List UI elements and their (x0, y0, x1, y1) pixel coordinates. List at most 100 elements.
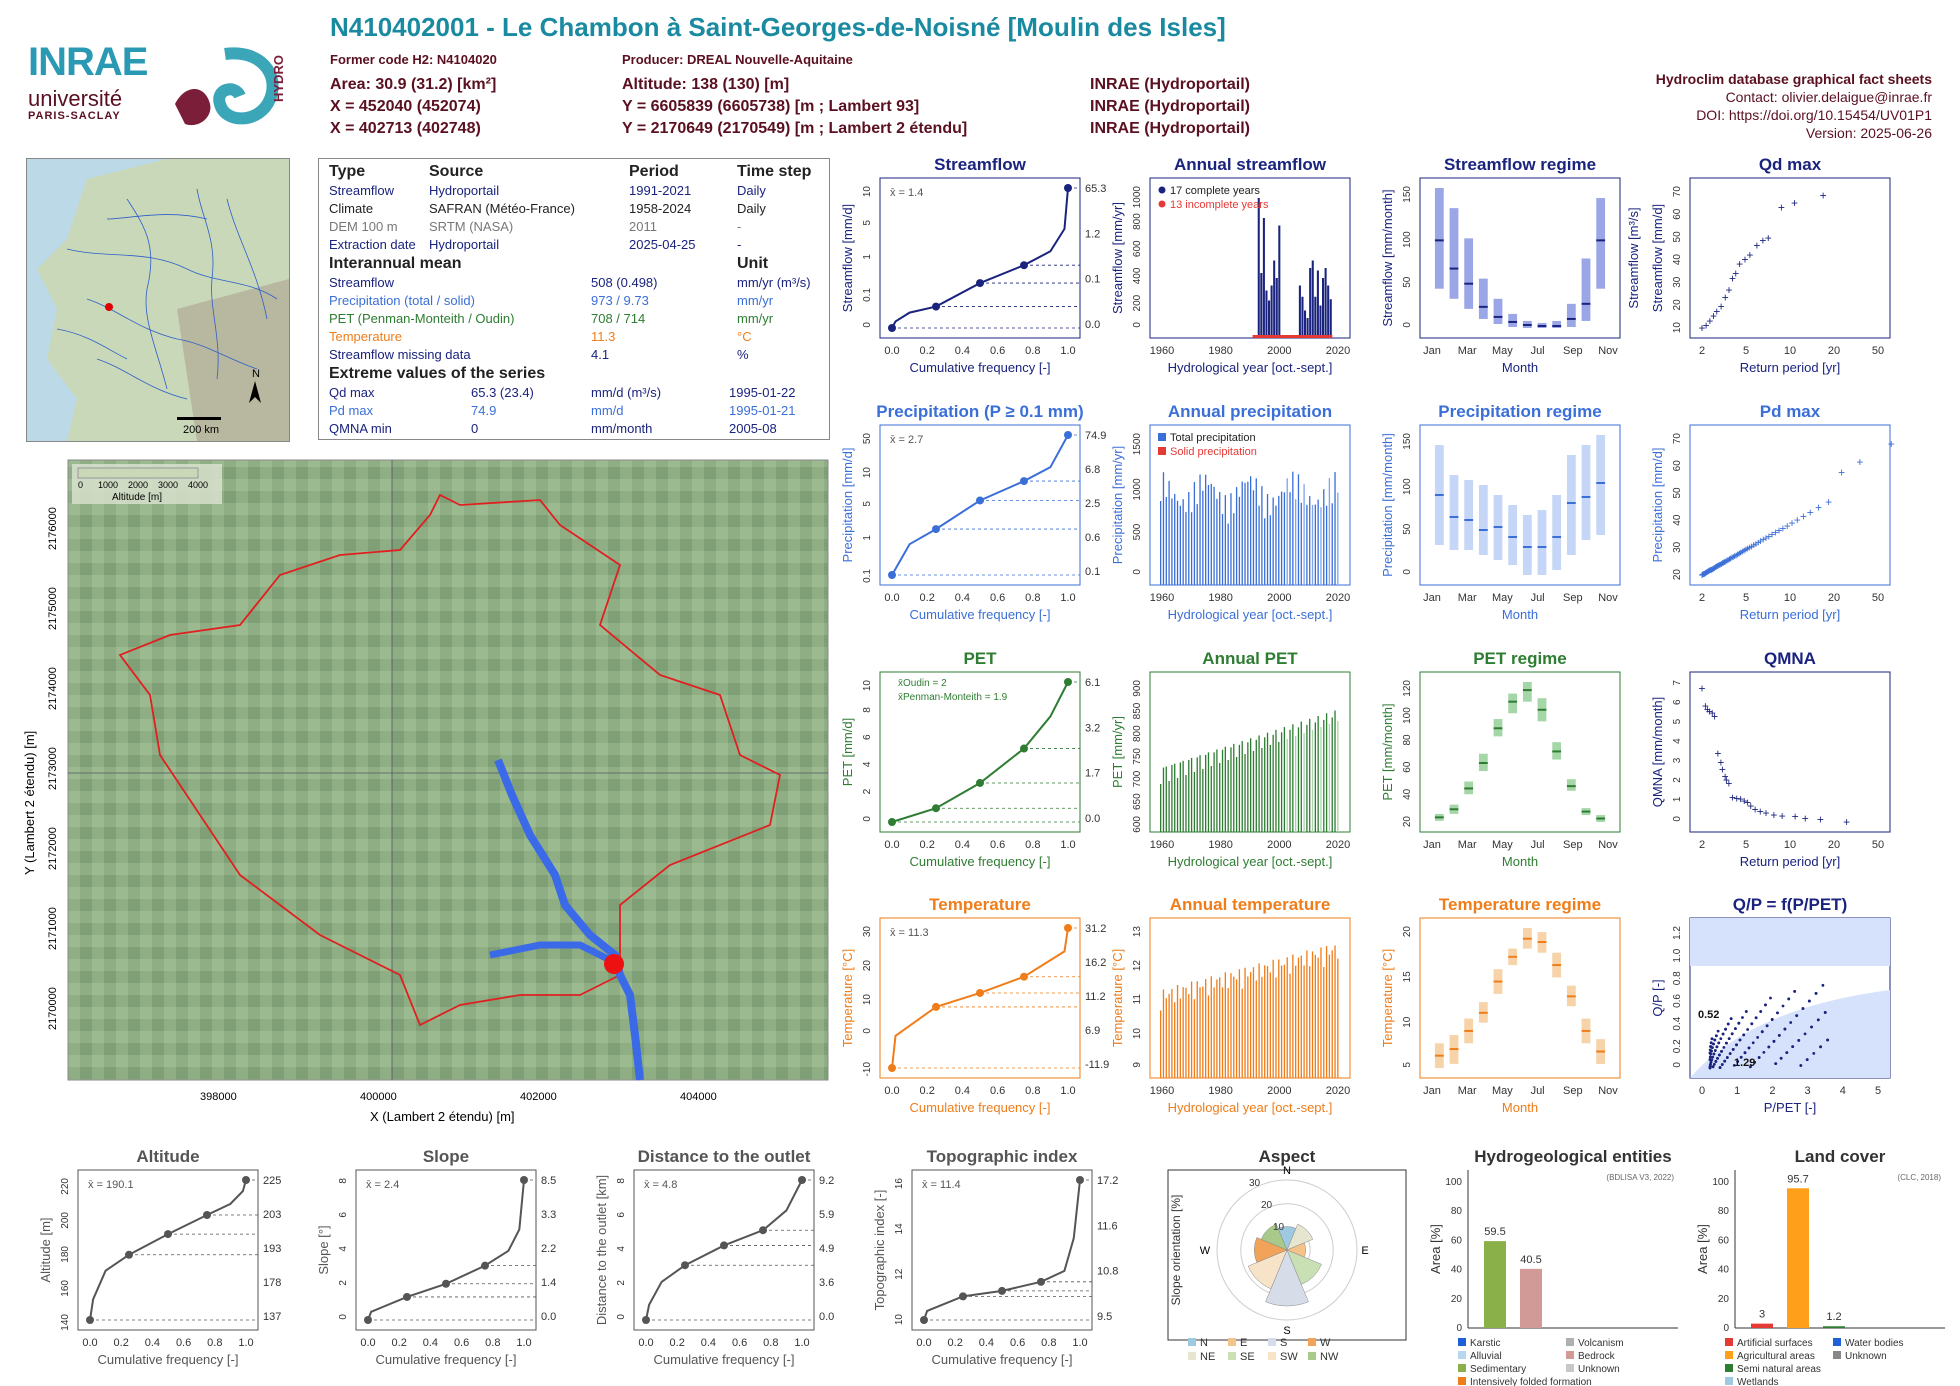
x-axis-label: Cumulative frequency [-] (98, 1352, 239, 1367)
point: + (1769, 528, 1776, 542)
point (1718, 1066, 1722, 1069)
incomplete-years-marker (1252, 335, 1333, 338)
point: + (1765, 231, 1772, 245)
y-tick-label: 100 (1402, 478, 1413, 495)
point (1720, 1063, 1724, 1066)
x-axis-label: Cumulative frequency [-] (910, 360, 1051, 375)
point (1736, 1060, 1740, 1063)
quantile-marker (932, 302, 940, 311)
point: + (1704, 565, 1711, 579)
bar (1327, 285, 1330, 338)
point (1789, 1021, 1793, 1024)
point (1741, 1016, 1744, 1019)
chart-pet_regime: PET regime Month PET [mm/month] Jan Mar May Ju… (1380, 649, 1621, 869)
plot-area (1689, 177, 1891, 339)
point: + (1702, 699, 1709, 713)
point: + (1726, 552, 1733, 566)
point: + (1727, 551, 1734, 565)
y-tick-label: 2 (338, 1280, 349, 1286)
chart-title: Precipitation regime (1438, 402, 1601, 421)
point (1708, 1051, 1712, 1055)
chart-pet_fdc: PET Cumulative frequency [-] PET [mm/d] 0.0… (840, 649, 1100, 869)
legend-swatch (1566, 1364, 1574, 1372)
x-tick-label: 0.8 (1025, 839, 1040, 851)
bar (1328, 724, 1331, 832)
quantile-value-label: 0.0 (819, 1311, 834, 1323)
annot-label: 1.29 (1734, 1057, 1755, 1069)
river-main (494, 758, 644, 1081)
point (1797, 1038, 1801, 1042)
bar (1250, 972, 1252, 1078)
y-tick-label: 12 (1132, 960, 1143, 972)
y-tick-label: 9 (1132, 1062, 1143, 1068)
table-row: DEM 100 m SRTM (NASA) 2011- (329, 219, 742, 234)
quantile-marker (1037, 1277, 1045, 1286)
point: + (1723, 554, 1730, 568)
hydro-logo: HYDRO (175, 47, 286, 126)
bar (1292, 471, 1294, 585)
point: + (1750, 538, 1757, 552)
point (1814, 991, 1818, 995)
quantile-value-label: 2.2 (541, 1243, 556, 1255)
svg-text:2171000: 2171000 (47, 907, 59, 950)
legend-entry: NE (1200, 1351, 1215, 1363)
y-axis-label: PET [mm/yr] (1110, 716, 1125, 788)
legend-entry: NW (1320, 1351, 1339, 1363)
area: Area: 30.9 (31.2) [km²] (330, 76, 497, 93)
y-tick-label: 120 (1402, 680, 1413, 697)
x-tick-label: 0.0 (884, 592, 899, 604)
y-tick-label: 5 (1672, 718, 1683, 724)
producer: Producer: DREAL Nouvelle-Aquitaine (622, 52, 853, 67)
bar (1221, 749, 1224, 832)
y-tick-label: 70 (1672, 433, 1683, 445)
legend-swatch (1308, 1352, 1316, 1360)
point: + (1752, 537, 1759, 551)
point (1739, 1055, 1743, 1059)
bar (1286, 957, 1288, 1078)
table-row: QMNA min 0 mm/month 2005-08 (329, 421, 777, 436)
quantile-marker (932, 525, 940, 534)
box (1522, 515, 1532, 575)
mean-label: x̄ = 11.4 (922, 1179, 961, 1191)
bar (1238, 744, 1241, 832)
bar (1165, 766, 1167, 832)
chart-title: Qd max (1759, 155, 1822, 174)
y-tick-label: 4 (1672, 738, 1683, 744)
x-axis-label: Return period [yr] (1740, 360, 1840, 375)
svg-text:2173000: 2173000 (47, 747, 59, 790)
bar (1160, 784, 1162, 832)
bar (1269, 972, 1271, 1078)
chart-qd_max: Qd max Return period [yr] Streamflow [mm/d… (1650, 155, 1891, 375)
quantile-value-label: 1.7 (1085, 768, 1100, 780)
point (1738, 1038, 1742, 1042)
chart-title: Annual PET (1202, 649, 1298, 668)
mean-label: x̄ = 190.1 (88, 1179, 134, 1191)
mean-label: x̄ = 4.8 (644, 1179, 677, 1191)
point: + (1744, 796, 1751, 810)
y-tick-label: 10 (862, 680, 873, 692)
bar (1207, 484, 1210, 585)
point (1772, 1039, 1776, 1043)
point: + (1703, 566, 1710, 580)
point: + (1742, 543, 1749, 557)
x-tick-label: 1980 (1208, 839, 1232, 851)
y-tick-label: 6 (338, 1212, 349, 1218)
legend-swatch (1188, 1338, 1196, 1346)
x-tick-label: 0.4 (955, 839, 970, 851)
y-axis-label: Distance to the outlet [km] (594, 1175, 609, 1325)
quantile-value-label: 6.9 (1085, 1025, 1100, 1037)
quantile-marker (242, 1176, 250, 1184)
bar (1331, 717, 1333, 832)
point: + (1722, 769, 1729, 783)
point: + (1709, 706, 1716, 720)
bar (1272, 497, 1274, 585)
legend-swatch (1458, 1351, 1466, 1359)
x-tick-label: Mar (1458, 592, 1477, 604)
point: + (1731, 549, 1738, 563)
x-tick-label: 2020 (1326, 345, 1350, 357)
x-axis-label: Hydrological year [oct.-sept.] (1168, 607, 1333, 622)
point (1721, 1032, 1725, 1036)
point (1725, 1041, 1728, 1045)
point (1779, 1056, 1783, 1060)
altitude: Altitude: 138 (130) [m] (622, 76, 790, 93)
